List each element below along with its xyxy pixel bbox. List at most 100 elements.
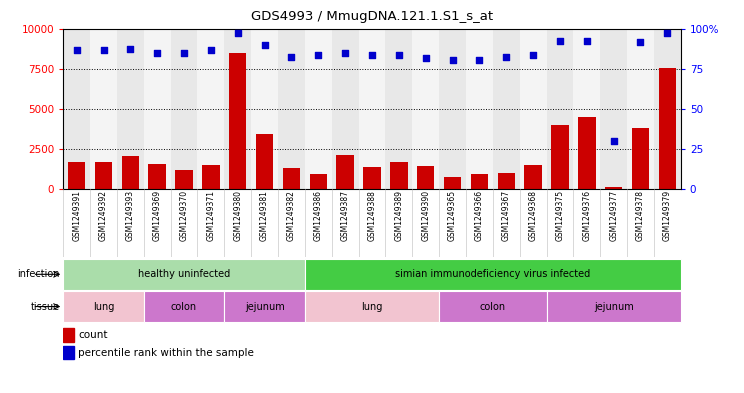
Point xyxy=(178,50,190,57)
Bar xyxy=(466,29,493,189)
Point xyxy=(527,52,539,58)
Bar xyxy=(176,169,193,189)
Point xyxy=(366,52,378,58)
Point xyxy=(446,57,458,63)
Text: GSM1249365: GSM1249365 xyxy=(448,190,457,241)
Text: colon: colon xyxy=(171,301,197,312)
Bar xyxy=(305,259,681,290)
Text: GSM1249379: GSM1249379 xyxy=(663,190,672,241)
Bar xyxy=(444,177,461,189)
Bar xyxy=(551,125,568,189)
Bar xyxy=(578,117,595,189)
Bar xyxy=(63,328,74,342)
Point xyxy=(286,53,298,60)
Text: count: count xyxy=(78,330,108,340)
Point xyxy=(554,37,566,44)
Bar xyxy=(600,29,627,189)
Text: GSM1249390: GSM1249390 xyxy=(421,190,430,241)
Bar xyxy=(90,29,117,189)
Text: GSM1249368: GSM1249368 xyxy=(528,190,538,241)
Bar xyxy=(229,53,246,189)
Bar xyxy=(498,173,515,189)
Bar xyxy=(63,346,74,359)
Bar xyxy=(144,29,170,189)
Bar xyxy=(63,29,90,189)
Text: percentile rank within the sample: percentile rank within the sample xyxy=(78,348,254,358)
Point xyxy=(97,47,109,53)
Bar xyxy=(278,29,305,189)
Bar xyxy=(525,165,542,189)
Bar xyxy=(390,162,408,189)
Point xyxy=(500,53,512,60)
Bar xyxy=(385,29,412,189)
Text: GSM1249382: GSM1249382 xyxy=(287,190,296,241)
Point xyxy=(232,29,244,36)
Bar xyxy=(359,29,385,189)
Text: GSM1249367: GSM1249367 xyxy=(501,190,510,241)
Bar xyxy=(251,29,278,189)
Point xyxy=(608,138,620,144)
Bar xyxy=(68,162,86,189)
Text: GSM1249380: GSM1249380 xyxy=(234,190,243,241)
Bar xyxy=(654,29,681,189)
Point xyxy=(393,52,405,58)
Bar xyxy=(144,291,225,322)
Bar xyxy=(332,29,359,189)
Text: GSM1249388: GSM1249388 xyxy=(368,190,376,241)
Text: GSM1249386: GSM1249386 xyxy=(314,190,323,241)
Bar xyxy=(439,291,547,322)
Bar xyxy=(417,166,434,189)
Text: GSM1249392: GSM1249392 xyxy=(99,190,108,241)
Point xyxy=(312,52,324,58)
Bar xyxy=(632,128,650,189)
Bar xyxy=(121,156,139,189)
Text: tissue: tissue xyxy=(31,301,60,312)
Text: GSM1249369: GSM1249369 xyxy=(153,190,161,241)
Bar xyxy=(170,29,197,189)
Bar xyxy=(305,29,332,189)
Bar xyxy=(336,155,354,189)
Text: GSM1249377: GSM1249377 xyxy=(609,190,618,241)
Bar xyxy=(225,29,251,189)
Point xyxy=(420,55,432,61)
Bar xyxy=(63,259,305,290)
Text: GSM1249376: GSM1249376 xyxy=(583,190,591,241)
Text: GSM1249393: GSM1249393 xyxy=(126,190,135,241)
Bar xyxy=(439,29,466,189)
Bar xyxy=(519,29,547,189)
Text: GSM1249378: GSM1249378 xyxy=(636,190,645,241)
Bar xyxy=(256,134,273,189)
Text: GDS4993 / MmugDNA.121.1.S1_s_at: GDS4993 / MmugDNA.121.1.S1_s_at xyxy=(251,10,493,23)
Point xyxy=(635,39,647,45)
Bar xyxy=(605,187,623,189)
Text: GSM1249387: GSM1249387 xyxy=(341,190,350,241)
Point xyxy=(581,37,593,44)
Bar xyxy=(305,291,439,322)
Point xyxy=(71,47,83,53)
Bar xyxy=(363,167,381,189)
Bar xyxy=(493,29,519,189)
Text: GSM1249370: GSM1249370 xyxy=(179,190,188,241)
Point xyxy=(661,29,673,36)
Text: GSM1249375: GSM1249375 xyxy=(556,190,565,241)
Bar xyxy=(310,174,327,189)
Text: jejunum: jejunum xyxy=(594,301,633,312)
Bar xyxy=(149,164,166,189)
Text: GSM1249381: GSM1249381 xyxy=(260,190,269,241)
Bar xyxy=(202,165,219,189)
Point xyxy=(151,50,163,57)
Bar xyxy=(197,29,225,189)
Bar xyxy=(547,291,681,322)
Text: GSM1249371: GSM1249371 xyxy=(206,190,216,241)
Text: simian immunodeficiency virus infected: simian immunodeficiency virus infected xyxy=(395,269,591,279)
Point xyxy=(473,57,485,63)
Bar xyxy=(574,29,600,189)
Bar xyxy=(94,162,112,189)
Point xyxy=(124,46,136,52)
Text: infection: infection xyxy=(17,269,60,279)
Text: lung: lung xyxy=(93,301,114,312)
Bar xyxy=(471,174,488,189)
Bar xyxy=(283,168,300,189)
Text: lung: lung xyxy=(362,301,382,312)
Bar xyxy=(547,29,574,189)
